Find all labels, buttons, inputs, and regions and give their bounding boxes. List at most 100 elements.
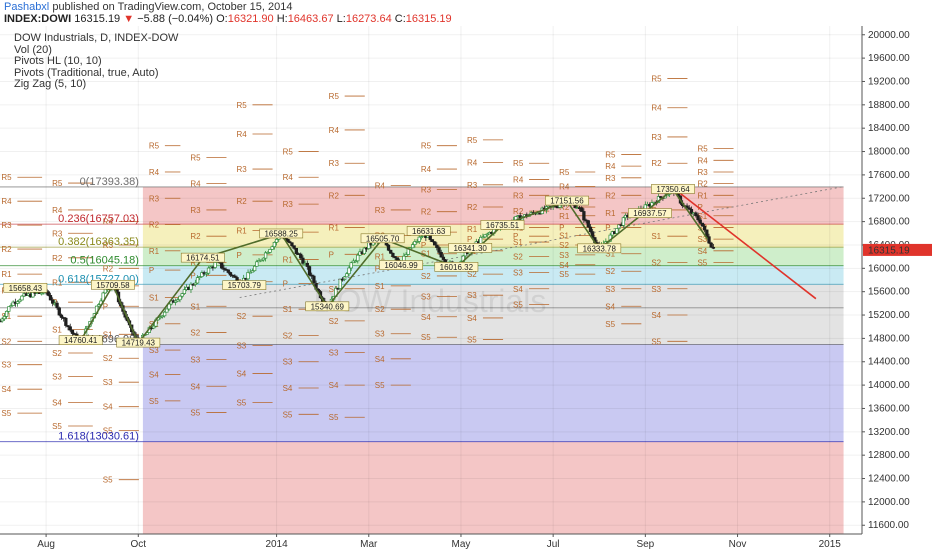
candle-body [709, 242, 713, 248]
pivot-label: R1 [559, 212, 570, 221]
pivot-badge-label: 16046.99 [384, 261, 418, 270]
pivot-label: S1 [697, 212, 707, 221]
pivot-label: S2 [52, 349, 62, 358]
pivot-label: S4 [283, 384, 293, 393]
pivot-label: S4 [190, 382, 200, 391]
candle-body [55, 302, 59, 309]
pivot-label: S3 [329, 348, 339, 357]
published-text: published on TradingView.com, October 15… [49, 1, 293, 13]
pivot-label: S3 [375, 330, 385, 339]
candle-body [248, 271, 252, 274]
pivot-label: R3 [103, 241, 114, 250]
pivot-label: S3 [149, 346, 159, 355]
pivot-label: S3 [52, 372, 62, 381]
candle-body [7, 306, 11, 312]
pivot-label: R3 [605, 174, 616, 183]
candle-body [441, 256, 446, 261]
y-tick-label: 13200.00 [868, 427, 910, 438]
candle-body [226, 269, 230, 273]
pivot-label: R3 [329, 159, 340, 168]
pivot-label: R2 [52, 254, 63, 263]
pivot-label: R5 [149, 142, 160, 151]
pivot-label: R4 [103, 218, 114, 227]
candle-body [176, 299, 180, 302]
pivot-label: S3 [236, 341, 246, 350]
pivot-label: S5 [52, 422, 62, 431]
pivot-badge [91, 279, 135, 290]
candle-body [9, 305, 13, 308]
pivot-badge [222, 280, 267, 290]
pivot-label: R1 [329, 223, 340, 232]
pivot-label: R1 [52, 278, 63, 287]
pivot-label: S5 [697, 258, 707, 267]
candle-body [0, 318, 4, 322]
pivot-label: R5 [236, 101, 247, 110]
candle-body [173, 300, 178, 303]
y-tick-label: 15200.00 [868, 310, 910, 321]
pivot-label: P [513, 232, 518, 241]
candle-body [353, 260, 358, 263]
legend-item-pivots[interactable]: Pivots (Traditional, true, Auto) [14, 66, 159, 79]
pivot-label: S4 [1, 385, 11, 394]
pivot-badge-label: 17151.56 [550, 197, 584, 206]
pivot-badge [480, 220, 525, 230]
candle-body [430, 239, 435, 243]
pivot-label: R2 [236, 197, 247, 206]
pivot-label: R3 [149, 194, 160, 203]
pivot-badge [448, 243, 493, 253]
candle-body [204, 272, 208, 275]
pivot-label: R1 [190, 258, 201, 267]
x-tick-label: 2015 [819, 539, 842, 550]
y-tick-label: 11600.00 [868, 520, 909, 531]
pivot-label: R1 [375, 253, 386, 262]
candle-body [228, 272, 233, 276]
pivot-label: P [149, 266, 154, 275]
pivot-label: S3 [559, 251, 569, 260]
legend-item-vol[interactable]: Vol (20) [14, 43, 52, 56]
pivot-label: R2 [103, 264, 114, 273]
pivot-label: S3 [190, 355, 200, 364]
author-link[interactable]: Pashabxl [4, 1, 50, 13]
pivot-label: R3 [467, 181, 478, 190]
y-tick-label: 14800.00 [868, 333, 910, 344]
pivot-label: S4 [236, 369, 246, 378]
pivot-label: R2 [559, 203, 570, 212]
candle-body [266, 252, 270, 254]
pivot-label: P [559, 223, 564, 232]
pivot-label: S1 [605, 250, 615, 259]
pivot-label: R5 [559, 168, 570, 177]
pivot-label: R5 [283, 148, 294, 157]
candle-body [270, 246, 274, 250]
down-arrow-icon: ▼ [123, 13, 135, 25]
pivot-label: S1 [52, 326, 62, 335]
pivot-label: R3 [697, 168, 708, 177]
pivot-badge [360, 233, 405, 244]
pivot-label: R3 [375, 206, 386, 215]
candle-body [272, 242, 277, 248]
pivot-label: S5 [283, 410, 293, 419]
high-value: 16463.67 [287, 13, 334, 25]
candle-body [233, 275, 237, 278]
pivot-badge-label: 16937.57 [633, 209, 667, 218]
pivot-label: R4 [149, 168, 160, 177]
pivot-label: R2 [190, 232, 201, 241]
legend-item-zigzag[interactable]: Zig Zag (5, 10) [14, 78, 87, 90]
pivot-label: S3 [513, 268, 523, 277]
candle-body [582, 211, 586, 221]
legend-item-main[interactable]: DOW Industrials, D, INDEX-DOW [14, 32, 179, 44]
pivot-badge-label: 15703.79 [228, 281, 262, 290]
fib-label: 0(17393.38) [80, 176, 139, 188]
legend-item-pivots-hl[interactable]: Pivots HL (10, 10) [14, 55, 102, 67]
pivot-label: S1 [149, 294, 159, 303]
pivot-label: S4 [329, 381, 339, 390]
pivot-label: S5 [190, 409, 200, 418]
y-tick-label: 18000.00 [868, 147, 910, 158]
pivot-label: S4 [605, 302, 615, 311]
candle-body [485, 233, 489, 236]
candle-body [48, 295, 53, 301]
candle-body [689, 208, 694, 214]
y-tick-label: 12000.00 [868, 497, 910, 508]
candle-body [252, 265, 257, 272]
pivot-label: R5 [190, 153, 201, 162]
